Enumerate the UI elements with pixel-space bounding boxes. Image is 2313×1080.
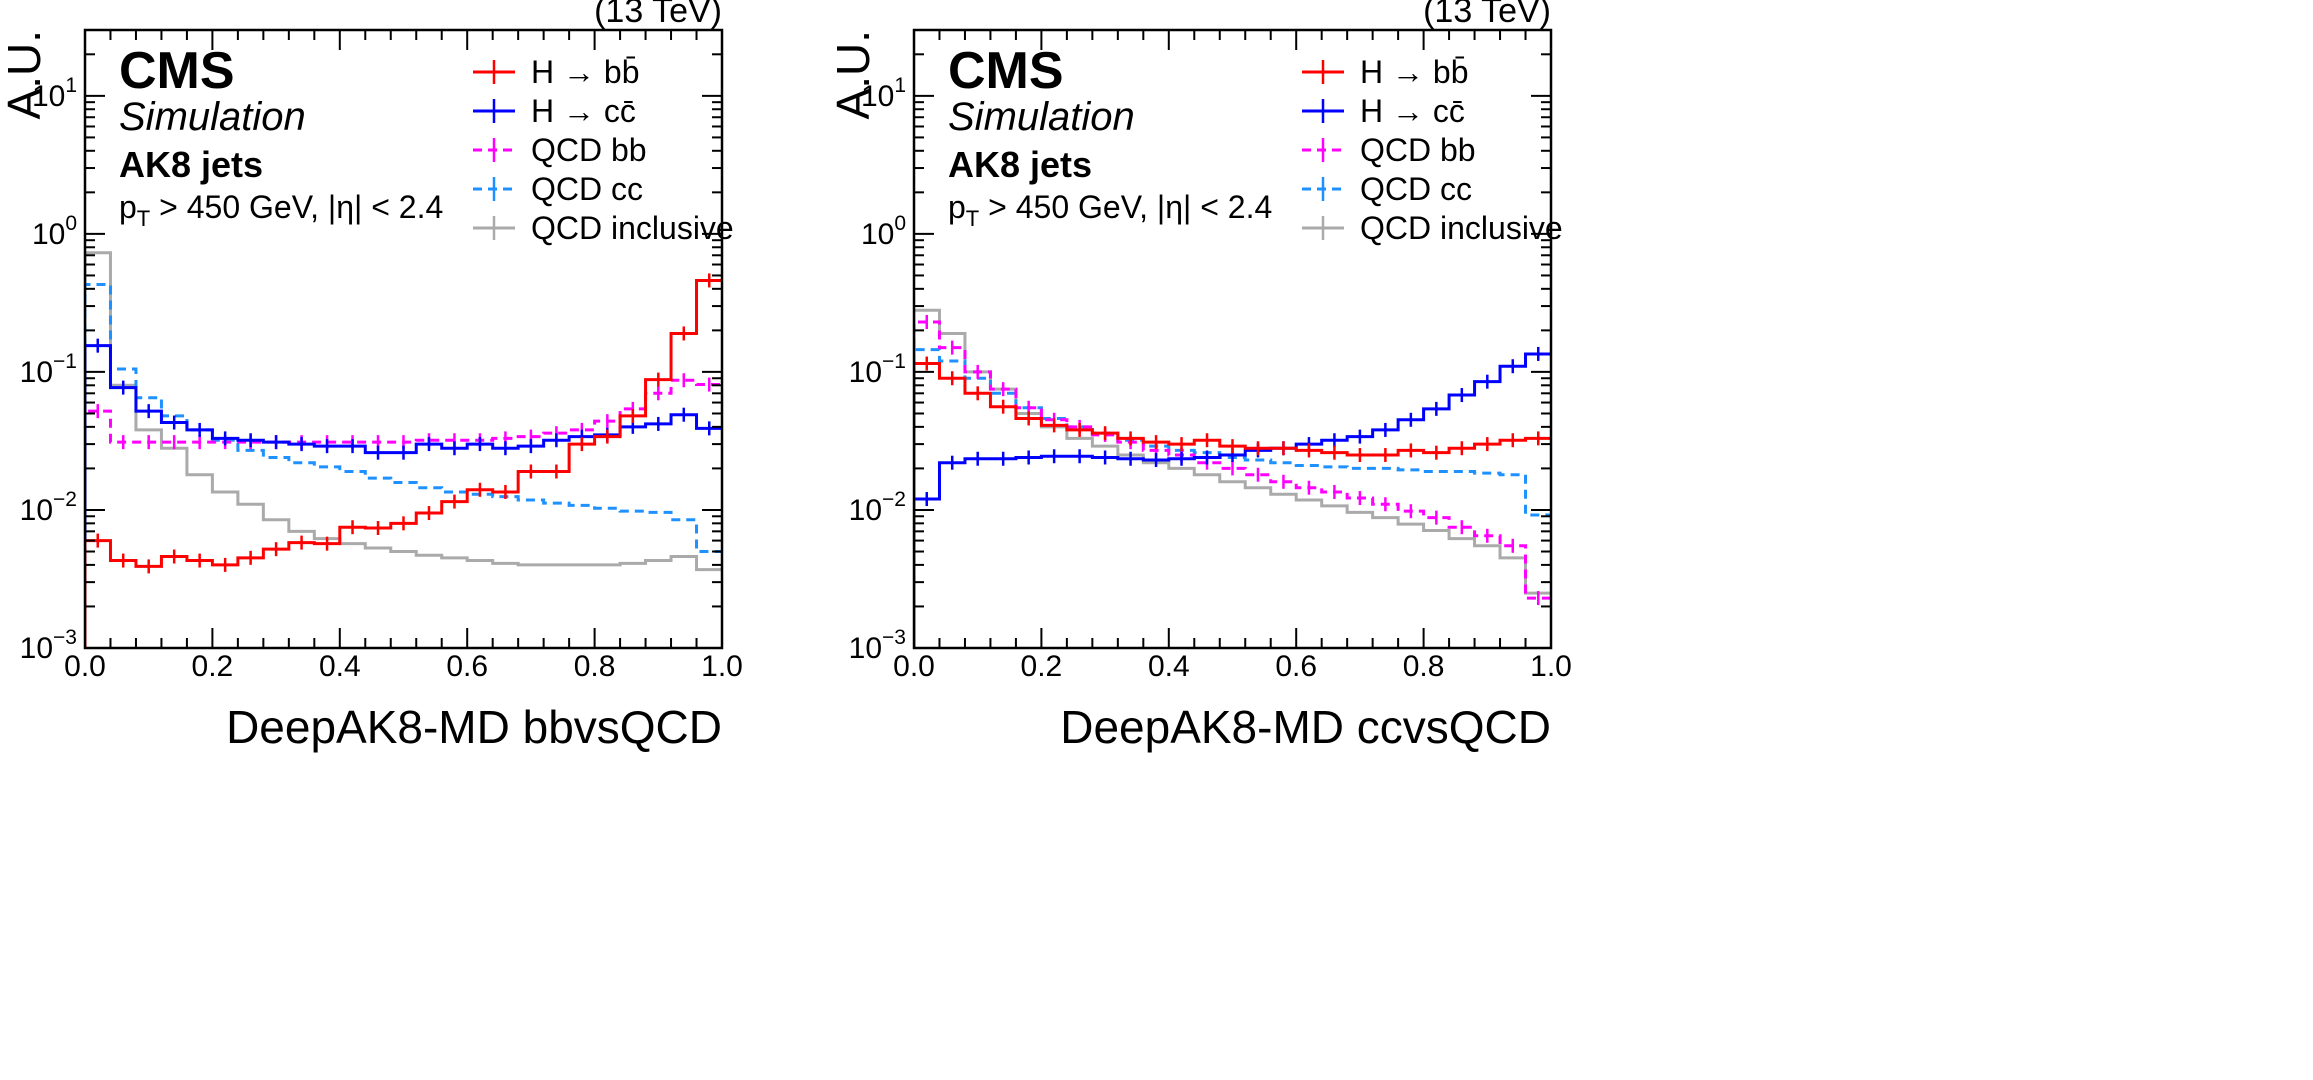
legend-item-3: QCD bb bbox=[473, 132, 647, 168]
jets-label: AK8 jets bbox=[948, 144, 1092, 185]
x-tick-label: 0.0 bbox=[64, 650, 106, 683]
legend-item-4: QCD cc bbox=[1302, 171, 1472, 207]
y-axis-title: A.U. bbox=[0, 30, 50, 119]
y-tick-label: 10−1 bbox=[20, 350, 77, 389]
x-axis: 0.0 0.2 0.4 0.6 0.8 1.0 bbox=[893, 30, 1572, 683]
simulation-label: Simulation bbox=[948, 95, 1135, 139]
series-line-2 bbox=[85, 344, 722, 648]
legend-item-4: QCD cc bbox=[473, 171, 643, 207]
legend-label: QCD bb bbox=[531, 132, 647, 168]
legend-label: QCD inclusive bbox=[531, 210, 734, 246]
x-tick-label: 0.6 bbox=[446, 650, 488, 683]
x-tick-label: 1.0 bbox=[1530, 650, 1572, 683]
series-line-4 bbox=[85, 282, 722, 648]
x-tick-label: 0.8 bbox=[1403, 650, 1445, 683]
cms-label: CMS bbox=[948, 42, 1064, 100]
x-axis-title: DeepAK8-MD ccvsQCD bbox=[1060, 701, 1551, 753]
series-line-1 bbox=[85, 278, 722, 648]
y-axis: 10−3 10−2 10−1 100 101 bbox=[20, 29, 722, 665]
legend-item-1: H → bb̄ bbox=[1302, 54, 1468, 90]
x-tick-label: 0.2 bbox=[192, 650, 234, 683]
plot-area bbox=[914, 308, 1551, 648]
legend-label: QCD bb bbox=[1360, 132, 1476, 168]
legend-label: QCD cc bbox=[531, 171, 643, 207]
x-axis: 0.0 0.2 0.4 0.6 0.8 1.0 bbox=[64, 30, 743, 683]
x-tick-label: 0.6 bbox=[1275, 650, 1317, 683]
y-tick-label: 101 bbox=[32, 74, 77, 113]
plot-frame bbox=[912, 28, 1553, 650]
y-axis: 10−3 10−2 10−1 100 101 bbox=[849, 29, 1551, 665]
x-tick-label: 1.0 bbox=[701, 650, 743, 683]
y-tick-label: 100 bbox=[32, 212, 77, 251]
y-tick-label: 10−2 bbox=[20, 488, 77, 527]
legend-item-2: H → cc̄ bbox=[1302, 93, 1465, 129]
y-tick-label: 101 bbox=[861, 74, 906, 113]
energy-label: (13 TeV) bbox=[1423, 0, 1551, 30]
legend-item-5: QCD inclusive bbox=[473, 210, 734, 246]
y-tick-label: 10−3 bbox=[20, 626, 77, 665]
plot-area bbox=[85, 251, 722, 648]
series-line-3 bbox=[85, 378, 722, 648]
series-line-2 bbox=[914, 352, 1551, 648]
legend-label: H → bb̄ bbox=[531, 54, 639, 90]
y-axis-title: A.U. bbox=[827, 30, 879, 119]
y-tick-label: 10−2 bbox=[849, 488, 906, 527]
legend-label: QCD inclusive bbox=[1360, 210, 1563, 246]
series-line-5 bbox=[85, 251, 722, 648]
jets-label: AK8 jets bbox=[119, 144, 263, 185]
simulation-label: Simulation bbox=[119, 95, 306, 139]
legend-item-1: H → bb̄ bbox=[473, 54, 639, 90]
series-line-5 bbox=[914, 308, 1551, 648]
series-line-1 bbox=[914, 362, 1551, 648]
x-tick-label: 0.2 bbox=[1021, 650, 1063, 683]
legend-item-3: QCD bb bbox=[1302, 132, 1476, 168]
x-tick-label: 0.8 bbox=[574, 650, 616, 683]
y-tick-label: 100 bbox=[861, 212, 906, 251]
legend-label: H → cc̄ bbox=[531, 93, 636, 129]
kinematic-cut-label: pT > 450 GeV, |η| < 2.4 bbox=[119, 189, 443, 231]
legend-label: H → cc̄ bbox=[1360, 93, 1465, 129]
chart-panel-2: 0.0 0.2 0.4 0.6 0.8 1.0 10−3 10−2 10−1 100 101 Deep… bbox=[827, 0, 1572, 753]
legend-label: QCD cc bbox=[1360, 171, 1472, 207]
legend-item-5: QCD inclusive bbox=[1302, 210, 1563, 246]
x-tick-label: 0.4 bbox=[1148, 650, 1190, 683]
x-tick-label: 0.4 bbox=[319, 650, 361, 683]
y-tick-label: 10−3 bbox=[849, 626, 906, 665]
legend-item-2: H → cc̄ bbox=[473, 93, 636, 129]
kinematic-cut-label: pT > 450 GeV, |η| < 2.4 bbox=[948, 189, 1272, 231]
plot-frame bbox=[83, 28, 724, 650]
series-line-3 bbox=[914, 320, 1551, 648]
x-tick-label: 0.0 bbox=[893, 650, 935, 683]
chart-panel-1: 0.0 0.2 0.4 0.6 0.8 1.0 10−3 10−2 10−1 100 101 Deep… bbox=[0, 0, 743, 753]
x-axis-title: DeepAK8-MD bbvsQCD bbox=[226, 701, 722, 753]
energy-label: (13 TeV) bbox=[594, 0, 722, 30]
cms-label: CMS bbox=[119, 42, 235, 100]
y-tick-label: 10−1 bbox=[849, 350, 906, 389]
legend-label: H → bb̄ bbox=[1360, 54, 1468, 90]
